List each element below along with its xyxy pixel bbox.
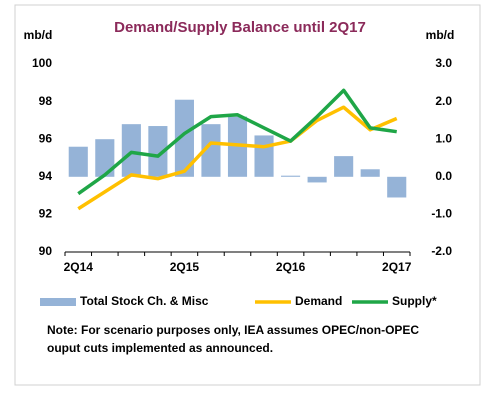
legend-label: Total Stock Ch. & Misc (80, 294, 209, 308)
y-tick-label: 92 (39, 207, 53, 221)
y2-tick-label: 3.0 (435, 56, 452, 70)
bar (201, 124, 221, 177)
x-tick-label: 2Q16 (276, 260, 306, 274)
bar (174, 99, 194, 177)
y2-tick-label: 0.0 (435, 169, 452, 183)
legend-swatch (40, 298, 76, 306)
y2-tick-label: 1.0 (435, 131, 452, 145)
y-tick-label: 100 (32, 56, 52, 70)
y-tick-label: 90 (39, 244, 53, 258)
y-tick-label: 98 (39, 94, 53, 108)
note: ouput cuts implemented as announced. (47, 341, 273, 355)
bar (227, 116, 248, 177)
line (77, 105, 398, 211)
x-tick-label: 2Q17 (382, 260, 412, 274)
bar (121, 124, 141, 177)
y-axis-label: mb/d (24, 28, 53, 42)
bar (307, 176, 327, 183)
bar (387, 176, 407, 198)
bar (95, 139, 115, 177)
legend-label: Supply* (392, 294, 437, 308)
bar (281, 175, 301, 177)
y-tick-label: 96 (39, 131, 53, 145)
note: Note: For scenario purposes only, IEA as… (47, 323, 419, 337)
y2-axis-label: mb/d (426, 28, 455, 42)
y-tick-label: 94 (39, 169, 53, 183)
y2-tick-label: 2.0 (435, 94, 452, 108)
bar (148, 126, 168, 177)
bar (360, 169, 380, 177)
y2-tick-label: -1.0 (431, 207, 452, 221)
chart-title: Demand/Supply Balance until 2Q17 (114, 19, 366, 36)
x-tick-label: 2Q14 (64, 260, 94, 274)
bar (254, 135, 274, 177)
legend-label: Demand (295, 294, 342, 308)
bar (68, 146, 88, 177)
x-tick-label: 2Q15 (170, 260, 200, 274)
line (77, 88, 397, 196)
bar (334, 156, 354, 177)
frame (14, 4, 481, 386)
y2-tick-label: -2.0 (431, 244, 452, 258)
